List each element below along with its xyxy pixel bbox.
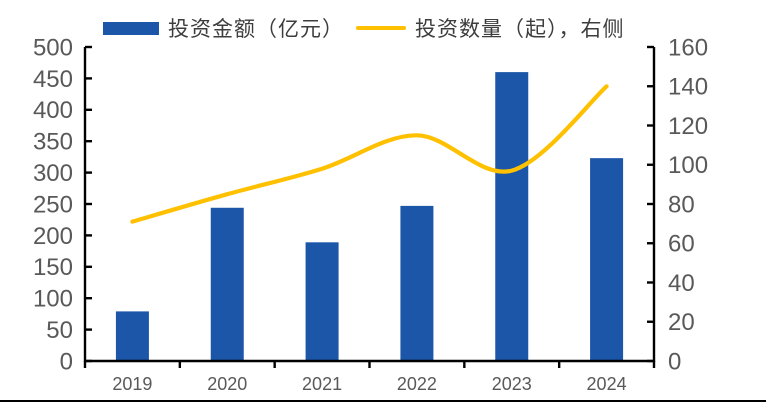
bar-series-swatch	[103, 21, 159, 35]
left-axis-tick-label: 400	[33, 97, 73, 124]
left-axis-tick-label: 50	[46, 317, 73, 344]
bar-2022	[400, 205, 434, 361]
chart-legend: 投资金额（亿元） 投资数量（起），右侧	[0, 14, 766, 42]
left-axis-tick-label: 300	[33, 160, 73, 187]
right-axis-tick-label: 160	[668, 34, 708, 61]
left-axis-tick-label: 200	[33, 223, 73, 250]
left-axis-tick-label: 250	[33, 191, 73, 218]
right-axis-tick-label: 40	[668, 270, 695, 297]
left-axis-tick-label: 150	[33, 254, 73, 281]
line-series-swatch	[356, 26, 406, 30]
right-axis-tick-label: 120	[668, 113, 708, 140]
x-axis-year-label: 2019	[112, 374, 152, 394]
left-axis-tick-label: 350	[33, 129, 73, 156]
bar-2020	[210, 207, 244, 361]
bar-2021	[305, 242, 339, 361]
right-axis-tick-label: 60	[668, 231, 695, 258]
trend-line-path	[130, 84, 609, 224]
right-axis-tick-label: 0	[668, 348, 681, 375]
x-axis-year-label: 2021	[302, 374, 342, 394]
left-axis-tick-label: 100	[33, 286, 73, 313]
bar-2019	[115, 311, 149, 361]
right-axis-tick-label: 140	[668, 74, 708, 101]
x-axis-year-label: 2024	[587, 374, 627, 394]
left-axis-tick-label: 450	[33, 66, 73, 93]
bar-2024	[590, 158, 624, 361]
bar-2023	[495, 72, 529, 362]
x-axis-year-label: 2022	[397, 374, 437, 394]
x-axis-year-label: 2023	[492, 374, 532, 394]
left-axis-tick-label: 0	[60, 348, 73, 375]
legend-label-investment-amount: 投资金额（亿元）	[168, 17, 344, 41]
left-axis-tick-label: 500	[33, 34, 73, 61]
right-axis-tick-label: 100	[668, 152, 708, 179]
legend-item-investment-amount: 投资金额（亿元）	[103, 14, 344, 42]
legend-item-investment-count: 投资数量（起），右侧	[356, 14, 625, 42]
right-axis-tick-label: 20	[668, 309, 695, 336]
right-axis-tick-label: 80	[668, 191, 695, 218]
legend-label-investment-count: 投资数量（起），右侧	[415, 17, 625, 41]
x-axis-year-label: 2020	[207, 374, 247, 394]
page-bottom-rule	[0, 400, 766, 402]
